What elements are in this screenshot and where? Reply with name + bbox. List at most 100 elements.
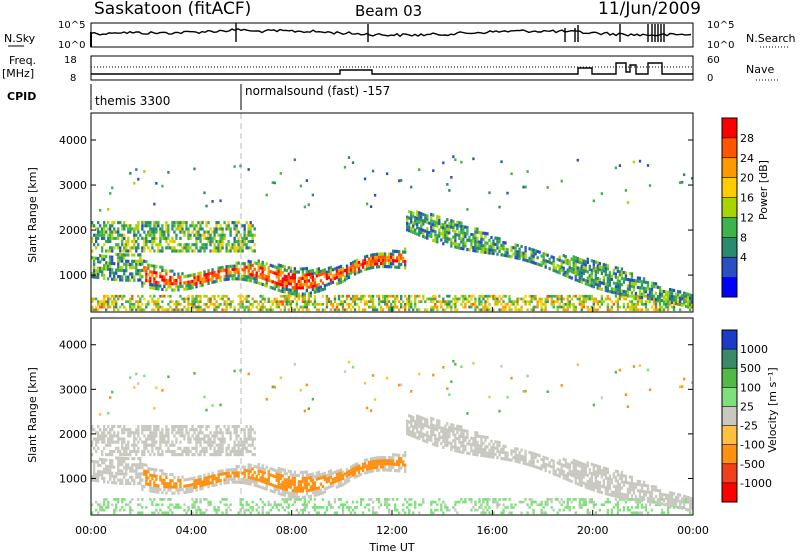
velocity-cell bbox=[462, 432, 465, 436]
power-cell bbox=[414, 300, 417, 303]
power-cell bbox=[530, 300, 533, 303]
power-cell bbox=[462, 237, 465, 241]
power-cell bbox=[556, 300, 559, 303]
power-cell bbox=[215, 305, 218, 309]
power-cell bbox=[101, 233, 104, 237]
velocity-cell bbox=[111, 424, 114, 429]
power-cell bbox=[257, 281, 260, 285]
power-cell bbox=[221, 243, 224, 247]
power-cell bbox=[157, 224, 160, 228]
power-cell bbox=[516, 297, 519, 301]
velocity-cell bbox=[187, 477, 190, 481]
power-cell bbox=[462, 247, 465, 251]
power-cell bbox=[199, 294, 202, 298]
velocity-cell bbox=[185, 478, 188, 482]
velocity-cell bbox=[129, 466, 132, 470]
power-cell bbox=[167, 278, 170, 283]
velocity-cell bbox=[109, 431, 112, 435]
velocity-cell bbox=[486, 435, 489, 440]
power-cell bbox=[185, 246, 188, 250]
power-cell bbox=[317, 283, 321, 287]
velocity-cell bbox=[436, 443, 439, 448]
power-cell bbox=[367, 294, 371, 298]
power-cell bbox=[341, 305, 345, 309]
power-cell bbox=[331, 277, 335, 281]
power-cell bbox=[628, 300, 632, 303]
power-cell bbox=[369, 266, 373, 270]
velocity-cell bbox=[107, 464, 110, 469]
power-cell bbox=[289, 305, 292, 309]
velocity-cell bbox=[241, 446, 244, 450]
power-cell bbox=[151, 236, 154, 240]
power-cell bbox=[375, 265, 379, 269]
velocity-cell bbox=[121, 453, 124, 457]
velocity-cell bbox=[347, 508, 351, 512]
power-cell bbox=[105, 308, 108, 312]
power-cell bbox=[125, 239, 128, 244]
power-cell bbox=[279, 300, 282, 303]
velocity-cell bbox=[199, 453, 202, 457]
velocity-cell bbox=[155, 428, 158, 432]
power-cell bbox=[161, 249, 164, 253]
velocity-cell bbox=[127, 457, 130, 461]
power-cell bbox=[650, 281, 654, 285]
velocity-cell bbox=[303, 470, 307, 474]
velocity-cell bbox=[434, 500, 437, 504]
velocity-cell bbox=[207, 437, 210, 441]
power-cell bbox=[582, 305, 585, 309]
power-cell bbox=[371, 253, 375, 257]
power-cell bbox=[309, 269, 313, 273]
power-cell bbox=[263, 267, 266, 272]
power-cell bbox=[185, 308, 188, 312]
velocity-cell bbox=[381, 459, 385, 463]
y-tick-label: 1000 bbox=[59, 269, 87, 282]
power-cell bbox=[442, 223, 445, 227]
power-cell bbox=[135, 300, 138, 303]
velocity-cell bbox=[195, 434, 198, 438]
velocity-cell bbox=[101, 470, 104, 474]
velocity-cell bbox=[301, 477, 305, 481]
velocity-cell bbox=[377, 456, 381, 460]
power-cell bbox=[119, 249, 122, 253]
velocity-cell bbox=[159, 434, 162, 438]
power-cell bbox=[205, 204, 208, 208]
velocity-cell bbox=[143, 440, 146, 444]
power-cell bbox=[616, 279, 620, 283]
velocity-cell bbox=[414, 503, 417, 507]
power-cell bbox=[530, 294, 533, 298]
velocity-cell bbox=[173, 485, 176, 489]
power-cell bbox=[323, 268, 327, 272]
velocity-cell bbox=[187, 431, 190, 435]
power-cell bbox=[315, 267, 319, 272]
power-cell bbox=[412, 230, 415, 234]
power-cell bbox=[303, 305, 307, 309]
power-cell bbox=[383, 300, 387, 303]
power-cell bbox=[285, 275, 288, 279]
power-cell bbox=[211, 271, 214, 275]
power-cell bbox=[502, 253, 505, 257]
power-cell bbox=[426, 308, 429, 312]
power-cell bbox=[656, 295, 660, 299]
power-cell bbox=[249, 272, 252, 277]
power-cell bbox=[225, 305, 228, 309]
velocity-cell bbox=[247, 437, 250, 441]
velocity-cell bbox=[265, 487, 268, 491]
power-cell bbox=[486, 241, 489, 245]
velocity-cell bbox=[147, 428, 150, 432]
power-cell bbox=[291, 288, 294, 293]
velocity-cell bbox=[101, 506, 104, 509]
velocity-cell bbox=[432, 423, 435, 427]
power-cell bbox=[179, 243, 182, 247]
power-cell bbox=[129, 302, 132, 306]
power-cell bbox=[133, 302, 136, 306]
velocity-cell bbox=[161, 498, 164, 501]
velocity-cell bbox=[251, 440, 254, 444]
power-cell bbox=[115, 271, 118, 275]
power-cell bbox=[207, 269, 210, 273]
power-cell bbox=[560, 294, 563, 298]
power-cell bbox=[153, 286, 156, 290]
velocity-cell bbox=[111, 390, 114, 394]
velocity-cell bbox=[161, 434, 164, 438]
power-cell bbox=[117, 233, 120, 237]
power-cell bbox=[584, 269, 587, 273]
